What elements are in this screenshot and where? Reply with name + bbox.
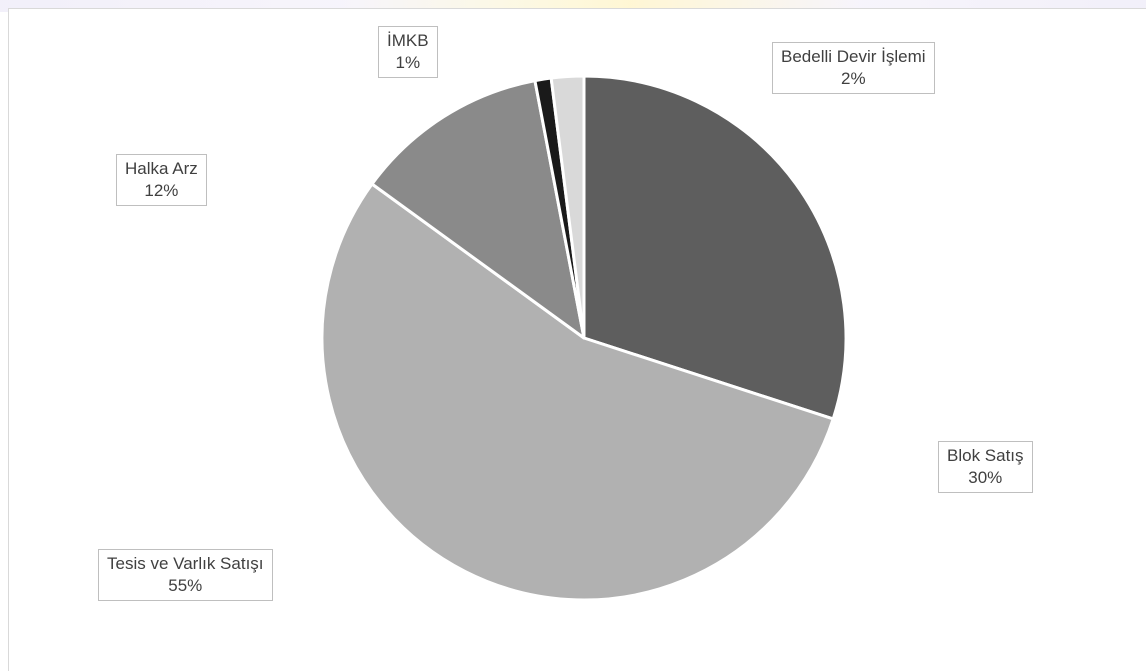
pie-slice-tesis-ve-varlık-satışı — [320, 182, 835, 602]
data-label: İMKB 1% — [378, 26, 438, 78]
pie-slice-bedelli-devir-i-şlemi — [549, 74, 586, 340]
data-label-percent: 2% — [840, 69, 866, 88]
data-label-category: İMKB — [387, 31, 429, 50]
data-label-percent: 1% — [395, 53, 421, 72]
data-label: Tesis ve Varlık Satışı 55% — [98, 549, 273, 601]
data-label: Bedelli Devir İşlemi 2% — [772, 42, 935, 94]
data-label: Halka Arz 12% — [116, 154, 207, 206]
pie-slice-halka-arz — [370, 79, 586, 340]
data-label-category: Blok Satış — [947, 446, 1024, 465]
data-label-category: Tesis ve Varlık Satışı — [107, 554, 264, 573]
data-label-category: Bedelli Devir İşlemi — [781, 47, 926, 66]
data-label-percent: 55% — [168, 576, 203, 595]
data-label-percent: 30% — [968, 468, 1003, 487]
pie-slice-blok-satış — [582, 74, 848, 421]
data-label-category: Halka Arz — [125, 159, 198, 178]
data-label-percent: 12% — [144, 181, 179, 200]
data-label: Blok Satış 30% — [938, 441, 1033, 493]
